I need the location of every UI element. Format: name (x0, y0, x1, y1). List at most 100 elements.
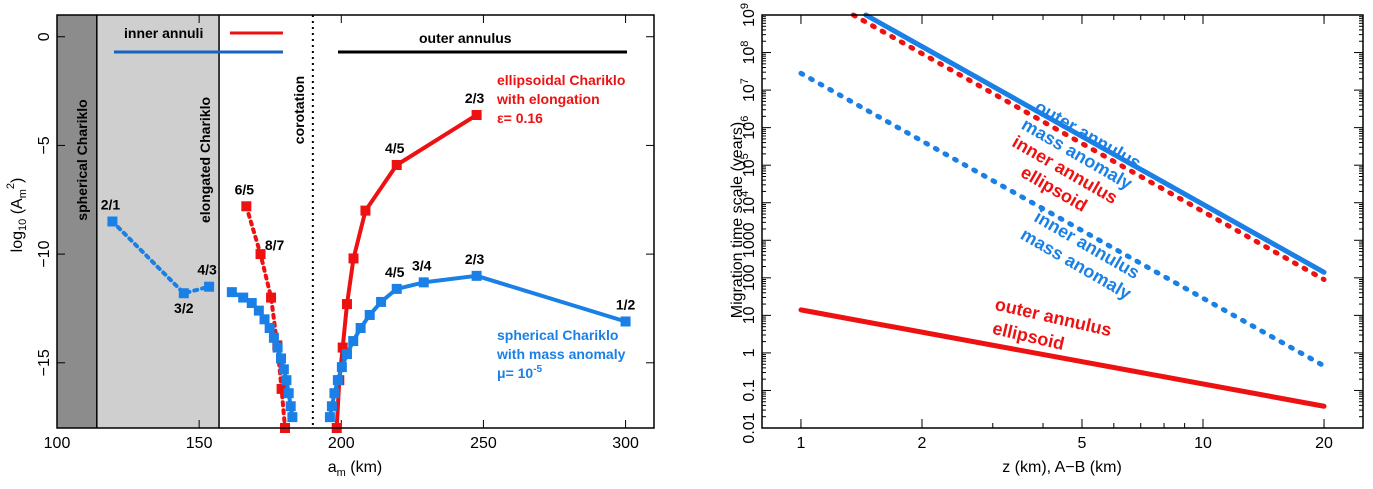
red-legend-line-2: with elongation (496, 91, 600, 107)
blue-data-point (332, 375, 343, 386)
ylabel-mid: (A (9, 198, 26, 219)
blue-data-point (341, 349, 352, 360)
x-tick-label: 1 (797, 435, 806, 452)
y-tick-label: 0 (36, 32, 53, 41)
y-tick-label: 0.1 (741, 379, 758, 401)
left-axis-ticks: 100 150 200 250 300 0 −5 −10 −15 (36, 15, 654, 452)
x-tick-label: 250 (470, 435, 497, 452)
y-tick-label: −15 (36, 349, 53, 376)
red-data-point (266, 292, 277, 303)
blue-data-point (226, 287, 237, 298)
blue-legend-line-3: μ= 10-5 (497, 364, 543, 381)
y-tick-exponent: 8 (739, 41, 751, 47)
y-tick-base: 10 (741, 84, 758, 102)
blue-data-point (283, 388, 294, 399)
resonance-label: 2/3 (465, 251, 485, 267)
blue-data-point (329, 388, 340, 399)
y-tick-label: 106 (739, 116, 758, 140)
left-series: 6/5 8/7 4/5 2/3 2/1 3/2 4/3 4/5 3/4 2/3 1/2 (101, 90, 636, 433)
y-tick-base: 10 (741, 47, 758, 65)
x-tick-label: 150 (186, 435, 213, 452)
red-data-point (471, 109, 482, 120)
xlabel-sub: m (337, 467, 346, 479)
right-series (798, 12, 1327, 409)
y-tick-label: 1 (741, 348, 758, 357)
x-tick-label: 100 (44, 435, 71, 452)
blue-data-point (336, 362, 347, 373)
blue-data-point (391, 283, 402, 294)
y-tick-base: 10 (741, 9, 758, 27)
y-tick-label: 1000 (741, 222, 758, 258)
red-data-point (276, 383, 287, 394)
left-panel: 100 150 200 250 300 0 −5 −10 −15 6/5 8/7 4/5 2/3 2/1… (5, 14, 655, 479)
y-tick-exponent: 9 (739, 3, 751, 9)
y-tick-label: 107 (739, 78, 758, 102)
y-tick-base: 10 (741, 122, 758, 140)
resonance-label: 2/1 (101, 197, 121, 213)
red-series-line (244, 204, 287, 430)
blue-data-point (287, 412, 298, 423)
blue-data-point (264, 323, 275, 334)
ylabel-sup: 2 (5, 183, 17, 189)
blue-legend-exponent: -5 (533, 364, 542, 375)
resonance-label: 4/3 (197, 262, 217, 278)
resonance-label: 8/7 (265, 237, 285, 253)
blue-data-point (285, 401, 296, 412)
blue-data-point (326, 401, 337, 412)
y-tick-label: 105 (739, 153, 758, 177)
blue-data-point (348, 336, 359, 347)
red-dotted-series-line (850, 12, 1327, 283)
x-tick-label: 5 (1078, 435, 1087, 452)
x-tick-label: 2 (918, 435, 927, 452)
right-plot-frame (761, 14, 1364, 429)
left-plot-frame (56, 14, 655, 429)
spherical-chariklo-region (57, 15, 97, 428)
blue-data-point (324, 412, 335, 423)
blue-legend-line-2: with mass anomaly (496, 346, 626, 362)
red-data-point (255, 249, 266, 260)
y-tick-label: −5 (36, 136, 53, 154)
spherical-chariklo-label: spherical Chariklo (74, 99, 90, 220)
resonance-label: 2/3 (465, 90, 485, 106)
y-tick-base: 10 (741, 197, 758, 215)
red-legend-line-3: ε= 0.16 (497, 110, 543, 126)
resonance-label: 4/5 (385, 140, 405, 156)
blue-dotted-series-line (798, 70, 1327, 369)
xlabel-end: (km) (346, 459, 382, 476)
right-panel: 1 2 5 10 200.010.111010010001041051061071081… (729, 3, 1364, 476)
y-tick-exponent: 6 (739, 116, 751, 122)
ylabel-log: log (9, 231, 26, 252)
y-tick-label: 100 (741, 264, 758, 291)
resonance-label: 4/5 (385, 264, 405, 280)
elongated-chariklo-label: elongated Chariklo (197, 97, 213, 223)
right-y-axis-label: Migration time scale (years) (729, 122, 746, 319)
resonance-label: 3/2 (174, 300, 194, 316)
blue-data-point (355, 323, 366, 334)
blue-legend-line-1: spherical Chariklo (497, 327, 618, 343)
resonance-label: 3/4 (412, 257, 432, 273)
blue-data-point (272, 342, 283, 353)
resonance-label: 1/2 (616, 296, 636, 312)
outer-ellipsoid-label: outer annulusellipsoid (988, 294, 1114, 364)
blue-data-point (376, 296, 387, 307)
blue-data-point (238, 292, 249, 303)
corotation-label: corotation (291, 76, 307, 144)
outer-annulus-label: outer annulus (419, 30, 512, 46)
blue-data-point (253, 305, 264, 316)
y-tick-label: 109 (739, 3, 758, 27)
y-tick-exponent: 4 (739, 191, 751, 197)
x-tick-label: 300 (612, 435, 639, 452)
blue-data-point (278, 364, 289, 375)
red-solid-series-line (798, 307, 1327, 409)
x-tick-label: 10 (1194, 435, 1212, 452)
red-data-point (241, 201, 252, 212)
y-tick-exponent: 7 (739, 78, 751, 84)
inner-annuli-label: inner annuli (124, 25, 203, 41)
blue-data-point (276, 353, 287, 364)
red-data-point (348, 253, 359, 264)
y-tick-base: 10 (741, 159, 758, 177)
blue-data-point (281, 375, 292, 386)
blue-series-line (110, 219, 212, 296)
ylabel-m: m (17, 189, 29, 198)
